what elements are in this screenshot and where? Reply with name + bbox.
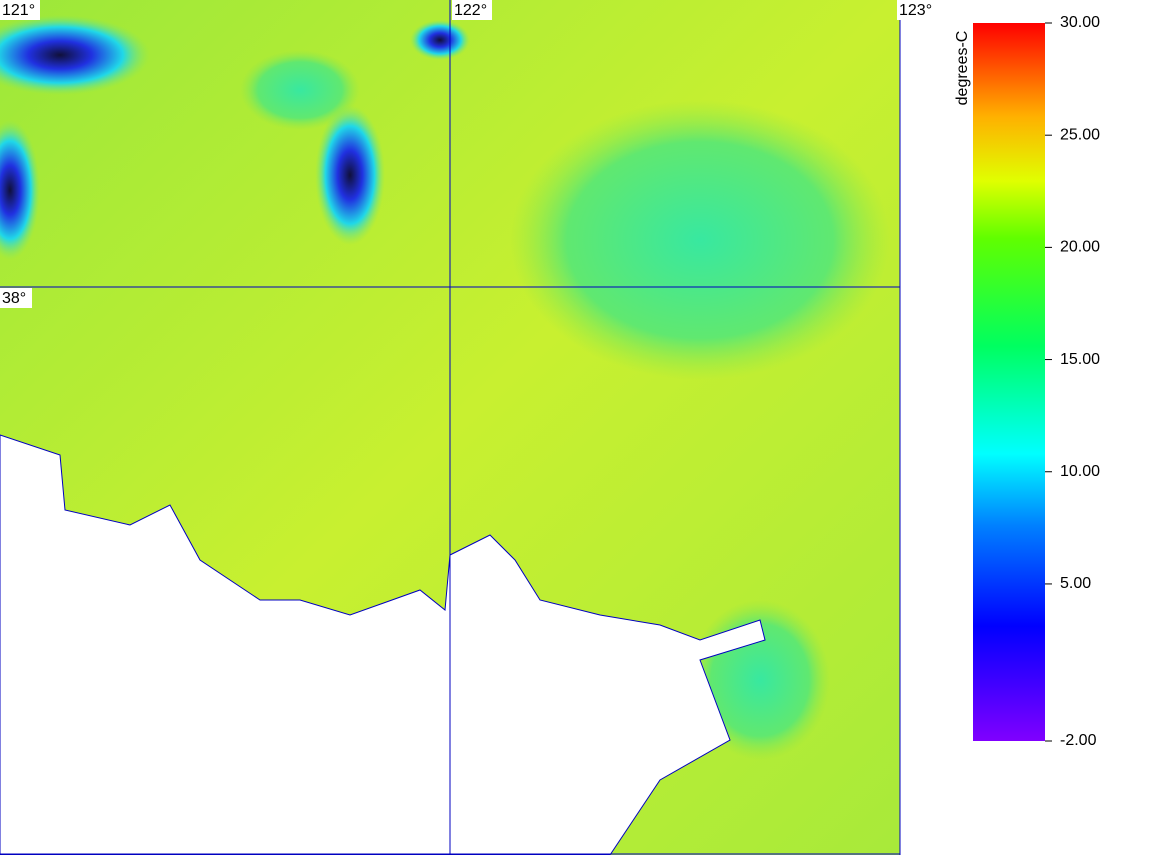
graticule	[0, 0, 901, 855]
lon-label: 122°	[454, 2, 487, 19]
colorbar-tick-label: -2.00	[1060, 732, 1097, 749]
colorbar-label: degrees-C	[954, 31, 971, 106]
labels: 121° 122° 123° 38°	[0, 0, 939, 308]
lon-label: 121°	[2, 2, 35, 19]
colorbar-tick-label: 15.00	[1060, 351, 1100, 368]
colorbar-tick-label: 20.00	[1060, 239, 1100, 256]
colorbar-tick-label: 25.00	[1060, 126, 1100, 143]
lat-label: 38°	[2, 290, 26, 307]
colorbar-tick-label: 5.00	[1060, 575, 1091, 592]
land	[0, 434, 766, 856]
lon-label: 123°	[899, 2, 932, 19]
colorbar-tick-label: 10.00	[1060, 463, 1100, 480]
colorbar-tick-label: 30.00	[1060, 14, 1100, 31]
colorbar	[973, 23, 1045, 741]
